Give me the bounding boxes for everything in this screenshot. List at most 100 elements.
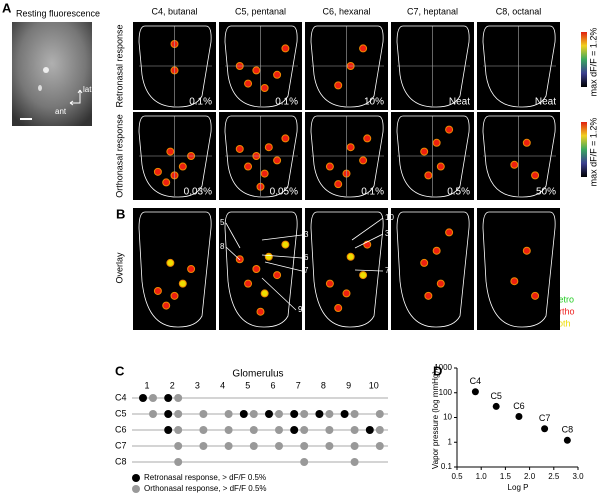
glomerulus-blob	[260, 169, 269, 178]
point-label: C5	[490, 391, 502, 401]
retro-dot	[164, 394, 173, 402]
concentration: 0.05%	[270, 187, 298, 198]
glomerulus-blob	[281, 44, 290, 53]
glomerulus-blob	[522, 138, 531, 147]
callout-line	[225, 222, 241, 249]
glomerulus-number: 4	[220, 380, 225, 390]
point	[471, 388, 479, 396]
bulb-outline	[482, 25, 556, 108]
ortho-dot	[174, 442, 183, 450]
resting-image	[12, 22, 92, 126]
ortho-dot	[199, 426, 208, 434]
colorbar-label: max dF/F = 1.2%	[588, 28, 598, 97]
legend-both: Both	[552, 318, 571, 328]
bulb-outline	[396, 115, 470, 198]
glomerulus-blob	[510, 160, 519, 169]
glomerulus-blob	[170, 291, 179, 300]
colorbar	[581, 32, 587, 87]
callout-label: 3	[385, 229, 390, 238]
glomerulus-blob	[252, 66, 261, 75]
ortho-dot	[174, 394, 183, 402]
image-spot	[38, 85, 42, 91]
point-label: C7	[539, 413, 551, 423]
glomerulus-blob	[420, 258, 429, 267]
glomerulus-blob	[166, 147, 175, 156]
panel-label: D	[433, 363, 442, 378]
glomerulus-blob	[260, 289, 269, 298]
x-tick-label: 0.5	[451, 472, 463, 481]
row-label: C8	[115, 456, 127, 466]
row-label: C5	[115, 408, 127, 418]
ortho-dot	[350, 410, 359, 418]
ortho-dot	[275, 442, 283, 450]
glomerulus-number: 3	[195, 380, 200, 390]
ant-label: ant	[55, 107, 67, 116]
glomerulus-blob	[522, 246, 531, 255]
ortho-dot	[350, 442, 359, 450]
glomerulus-number: 8	[321, 380, 326, 390]
ortho-dot	[325, 442, 334, 450]
colorbar-label: max dF/F = 1.2%	[588, 118, 598, 187]
lat-label: lat	[83, 85, 92, 94]
glomerulus-blob	[273, 156, 282, 165]
callout-line	[264, 261, 303, 272]
point	[563, 436, 571, 444]
bulb-outline	[138, 115, 212, 198]
bulb-outline	[396, 25, 470, 108]
ortho-dot	[375, 426, 384, 434]
bulb-outline	[224, 211, 298, 328]
odor-header: C7, heptanal	[407, 6, 458, 16]
odor-header: C5, pentanal	[235, 6, 286, 16]
retro-dot	[139, 394, 147, 402]
y-tick-label: 0.1	[441, 462, 453, 471]
retro-dot	[365, 426, 374, 434]
point-label: C6	[513, 401, 525, 411]
callout-line	[354, 269, 384, 272]
row-label: C4	[115, 392, 127, 402]
y-axis-title: Vapor pressure (log mmHg)	[431, 371, 440, 469]
callout-label: 10	[385, 213, 394, 222]
ortho-dot	[199, 410, 208, 418]
legend-dot	[132, 474, 140, 482]
ortho-dot	[249, 410, 258, 418]
glomerulus-blob	[342, 289, 351, 298]
glomerulus-blob	[273, 271, 282, 280]
ortho-dot	[275, 410, 283, 418]
concentration: 0.1%	[275, 97, 298, 108]
legend-ortho: Ortho	[552, 306, 575, 316]
image-spot	[43, 67, 49, 73]
row-label: Orthonasal response	[114, 114, 124, 198]
glomerulus-blob	[281, 134, 290, 143]
ortho-dot	[199, 442, 208, 450]
panel-label: A	[2, 0, 12, 15]
point	[492, 402, 500, 410]
callout-label: 7	[304, 266, 309, 275]
retro-dot	[239, 410, 248, 418]
glomerulus-blob	[235, 144, 244, 153]
ortho-dot	[149, 394, 157, 402]
response-image	[305, 208, 388, 330]
x-tick-label: 1.0	[476, 472, 488, 481]
scatter-chart: Log P Vapor pressure (log mmHg) 0.1 1 10 10…	[431, 363, 584, 492]
concentration: 50%	[536, 187, 556, 198]
concentration: 0.03%	[184, 187, 212, 198]
row-label: Overlay	[114, 252, 124, 284]
ortho-dot	[350, 458, 359, 466]
retro-dot	[290, 426, 299, 434]
glomerulus-blob	[432, 138, 441, 147]
ortho-dot	[249, 442, 258, 450]
bulb-outline	[482, 211, 556, 328]
point	[541, 425, 549, 433]
point-label: C8	[562, 425, 574, 435]
glomerulus-blob	[334, 304, 343, 313]
row-label: Retronasal response	[114, 24, 124, 107]
glomerulus-blob	[260, 84, 269, 92]
glomerulus-blob	[359, 156, 368, 165]
point-label: C4	[470, 376, 482, 386]
glomerulus-number: 2	[170, 380, 175, 390]
point	[515, 412, 523, 420]
ortho-dot	[300, 458, 309, 466]
glomerulus-blob	[166, 258, 175, 267]
ortho-dot	[375, 442, 384, 450]
ortho-dot	[224, 442, 233, 450]
